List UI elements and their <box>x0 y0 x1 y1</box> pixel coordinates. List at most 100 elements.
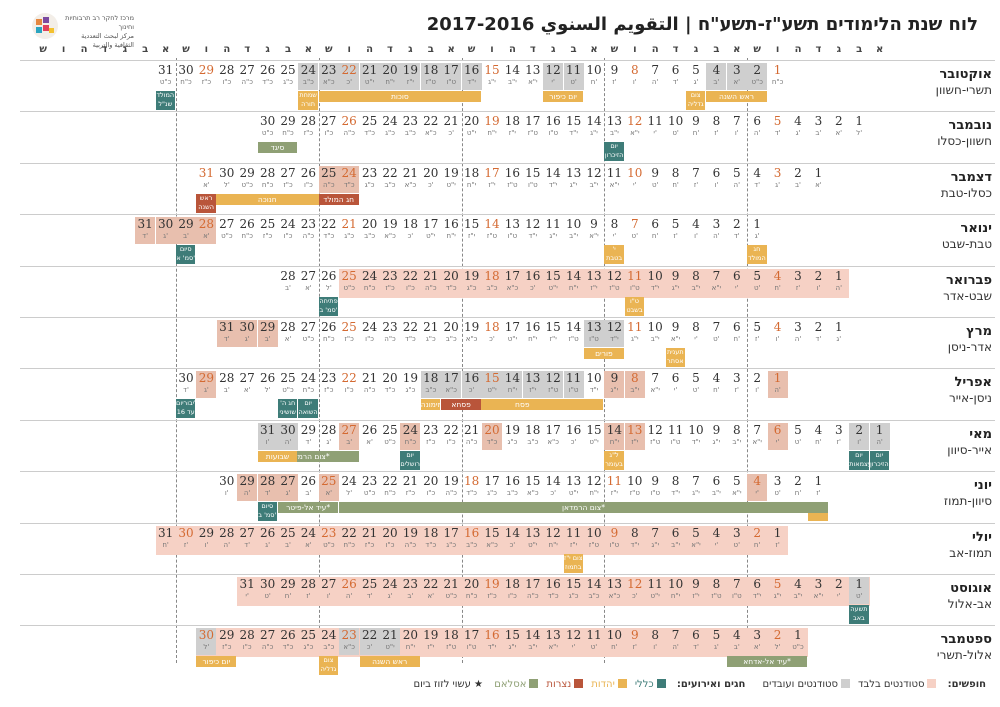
day-cell: 23 כ"ז <box>380 269 400 296</box>
event-bar[interactable]: צום גדליה <box>686 91 706 110</box>
hebrew-date: ג' <box>265 540 270 549</box>
event-bar[interactable]: חג המולד <box>318 193 359 205</box>
event-bar[interactable]: מימונה <box>420 399 441 411</box>
gregorian-day: 18 <box>484 268 500 283</box>
hebrew-date: י"ח <box>446 232 456 241</box>
hebrew-date: כ"ד <box>262 78 273 86</box>
day-cell: 22 א' <box>421 577 441 604</box>
hebrew-date: כ"ז <box>324 386 334 395</box>
event-bar[interactable]: יום הזיכרון לרבין <box>604 142 624 162</box>
day-cell: 19 כ"א <box>462 320 482 347</box>
event-bar[interactable]: עיד אל-אדחא* <box>726 656 808 668</box>
event-bar[interactable]: עיד אל-פיטר* <box>278 502 339 514</box>
event-bar[interactable]: ראש השנה <box>706 91 767 102</box>
event-bar[interactable]: יום כיפור <box>196 656 237 668</box>
gregorian-day: 20 <box>463 114 480 129</box>
gregorian-day: 7 <box>753 422 761 437</box>
gregorian-day: 3 <box>773 474 782 489</box>
day-cell: 4 י' <box>747 474 768 502</box>
event-bar[interactable]: י' בטבת <box>604 245 624 265</box>
day-cell: 17 כ"ג <box>482 474 502 501</box>
gregorian-day: 14 <box>565 268 582 283</box>
event-bar[interactable]: סיום סמ' ב' <box>257 502 277 522</box>
gregorian-day: 5 <box>753 268 761 283</box>
legend-swatch <box>574 679 584 688</box>
event-bar[interactable]: צום הרמדאן* <box>257 450 359 462</box>
event-bar[interactable]: חג ה' שושיני <box>278 399 298 419</box>
day-cell: 18 כ"ד <box>462 474 482 501</box>
month-label: מאי אייר-סיוון <box>902 427 992 458</box>
day-cell: 26 ל' <box>258 371 278 398</box>
hebrew-date: א' <box>325 489 333 498</box>
gregorian-day: 13 <box>525 63 541 77</box>
month-name: ספטמבר <box>940 632 992 648</box>
day-letter-header: ד <box>815 44 822 55</box>
event-bar[interactable]: יום ירושלים <box>400 450 420 470</box>
event-bar[interactable]: ראש השנה <box>359 656 420 668</box>
hebrew-date: כ"א <box>404 180 417 189</box>
day-cell: 27 כ"ו <box>319 114 339 141</box>
hebrew-date: א' <box>203 232 210 241</box>
month-label: ספטמבר אלול-תשרי <box>902 632 992 663</box>
hebrew-date: ז' <box>734 386 739 395</box>
event-bar[interactable]: סיגד <box>257 142 298 154</box>
event-bar[interactable]: פורים <box>584 348 624 359</box>
gregorian-day: 11 <box>586 628 602 643</box>
event-bar[interactable]: יום העצמאות <box>849 450 869 470</box>
day-cell: 21 כ"ה <box>421 269 441 296</box>
event-bar[interactable]: סוכות <box>318 91 481 102</box>
day-cell: 31 כ"ט <box>156 63 176 90</box>
event-bar[interactable]: יום כיפור <box>543 91 583 102</box>
event-bar[interactable]: שבועות <box>257 450 298 462</box>
day-cell: 5 ט' <box>686 371 706 398</box>
event-bar[interactable]: תשעה באב <box>849 605 869 624</box>
event-bar[interactable]: יום הזיכרון <box>869 450 889 470</box>
event-bar[interactable]: חג המולד ראש השנה <box>747 245 767 265</box>
day-cell: 18 כ' <box>400 217 420 244</box>
gregorian-day: 6 <box>732 320 741 334</box>
day-cell: 12 כ' <box>625 577 645 604</box>
hebrew-date: ט' <box>264 592 271 600</box>
event-bar[interactable]: סיום סמ' א' <box>176 245 196 265</box>
gregorian-day: 9 <box>590 217 598 232</box>
hebrew-date: י"ח <box>670 592 681 600</box>
gregorian-day: 2 <box>753 371 761 386</box>
event-bar[interactable]: יום השואה <box>298 399 318 419</box>
legend-text: סטודנטים בלבד <box>858 679 925 690</box>
gregorian-day: 2 <box>855 422 863 437</box>
day-cell: 14 י"ח <box>502 371 523 399</box>
event-bar[interactable]: צום הרמדאן* <box>339 502 828 514</box>
event-bar[interactable]: ל"ג בעומר <box>604 450 624 470</box>
hebrew-date: ז' <box>183 540 189 549</box>
day-cell: 5 י"א <box>727 474 747 501</box>
hebrew-date: כ"ה <box>404 540 417 549</box>
hebrew-date: כ"ט <box>221 232 233 241</box>
event-bar[interactable]: שמחת תורה <box>298 91 318 110</box>
event-bar[interactable]: ט"ו בשבט <box>624 296 645 316</box>
event-bar[interactable]: צום י"ז בתמוז <box>563 553 583 573</box>
gregorian-day: 4 <box>712 63 721 77</box>
event-bar[interactable]: פתיחה סמ' ב' <box>318 296 339 316</box>
event-bar[interactable]: פסחא <box>441 399 481 411</box>
day-cell: 21 כ"ג <box>339 217 359 244</box>
gregorian-day: 1 <box>855 577 863 591</box>
day-cell: 29 כ"ח <box>278 114 298 141</box>
event-bar[interactable]: המולד שנ"ל <box>155 91 175 110</box>
gregorian-day: 21 <box>361 63 378 77</box>
hebrew-date: א' <box>305 283 312 292</box>
event-bar[interactable]: חנוכה <box>196 193 339 205</box>
event-bar[interactable]: תענית אסתר <box>665 348 685 367</box>
day-cell: 6 י' <box>727 269 747 296</box>
row-divider <box>20 317 995 318</box>
event-bar[interactable]: ראש השנה <box>196 193 216 213</box>
day-cell: 15 כ"א <box>482 526 502 553</box>
event-bar[interactable]: ליבוריום עד 16 <box>176 399 196 419</box>
gregorian-day: 15 <box>484 63 500 77</box>
event-bar[interactable]: צום גדליה <box>318 656 339 676</box>
day-cell: 7 ו' <box>727 114 747 141</box>
hebrew-date: ג' <box>203 386 209 395</box>
gregorian-day: 23 <box>423 422 439 437</box>
day-cell: 10 י"ב <box>564 217 584 244</box>
event-bar[interactable]: פסח <box>441 399 604 411</box>
gregorian-day: 11 <box>565 63 582 77</box>
